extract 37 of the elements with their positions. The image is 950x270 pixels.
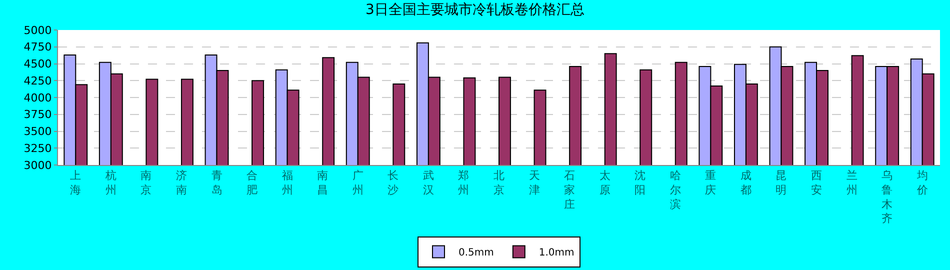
x-tick-label: 兰州 [846,169,858,196]
x-tick-label: 福州 [282,169,293,196]
y-tick-label: 3500 [24,125,52,138]
x-tick-label: 石家庄 [564,169,576,211]
x-tick-label: 均价 [916,169,928,196]
x-tick-label: 乌鲁木齐 [882,169,893,226]
x-tick-label: 上海 [70,169,82,196]
x-tick-label: 天津 [528,169,540,196]
x-tick-label: 合肥 [246,169,258,196]
x-tick-label: 南京 [140,169,152,196]
y-tick-label: 4750 [24,40,52,54]
y-tick-label: 4500 [24,58,52,71]
x-tick-label: 济南 [176,169,187,196]
x-tick-label: 杭州 [104,169,116,196]
x-tick-label: 重庆 [705,169,716,196]
y-tick-label: 3000 [24,158,52,172]
x-tick-label: 郑州 [458,169,470,196]
y-tick-label: 5000 [24,24,52,37]
x-tick-label: 武汉 [422,169,434,196]
y-tick-label: 4000 [24,91,52,104]
x-tick-label: 广州 [352,169,364,196]
y-tick-label: 4250 [24,74,52,88]
x-tick-label: 西安 [811,169,822,196]
x-tick-label: 昆明 [776,169,787,196]
x-tick-label: 长沙 [388,169,399,196]
x-tick-label: 南昌 [317,169,328,196]
legend-label: 1.0mm [538,248,574,259]
x-tick-label: 北京 [494,169,504,196]
y-tick-label: 3750 [24,108,52,122]
x-tick-label: 沈阳 [634,169,646,196]
chart-title: 3日全国主要城市冷轧板卷价格汇总 [366,2,584,18]
x-tick-label: 哈尔滨 [670,169,681,211]
y-tick-label: 3250 [24,142,52,155]
x-tick-label: 太原 [599,169,610,196]
x-tick-label: 成都 [740,169,752,196]
x-tick-label: 青岛 [211,169,222,196]
legend-label: 0.5mm [458,248,494,259]
